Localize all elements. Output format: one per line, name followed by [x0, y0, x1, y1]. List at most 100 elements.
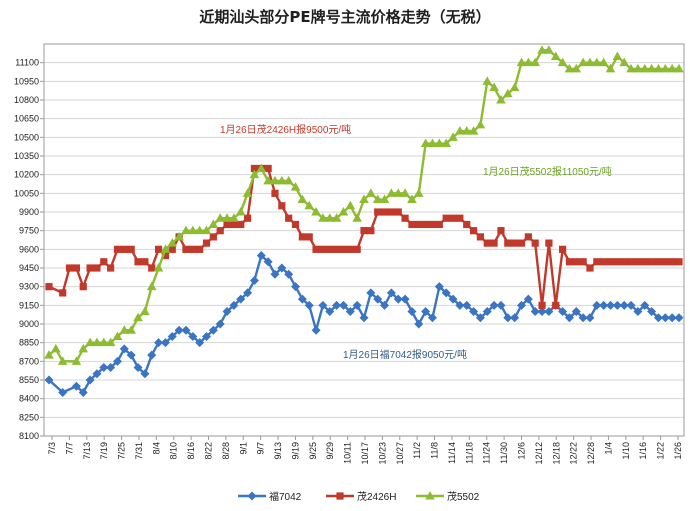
series-line — [48, 167, 679, 307]
data-point — [92, 369, 102, 379]
data-point — [593, 258, 601, 266]
y-tick-label: 8250 — [19, 412, 39, 422]
data-point — [585, 57, 595, 67]
data-point — [571, 63, 582, 73]
data-point — [510, 313, 520, 323]
x-tick-label: 8/4 — [151, 442, 161, 455]
data-point — [373, 294, 383, 304]
y-tick-label: 9300 — [19, 282, 39, 292]
data-point — [86, 264, 94, 272]
data-point — [612, 51, 623, 60]
data-point — [455, 126, 465, 135]
y-tick-label: 9600 — [19, 244, 39, 254]
data-point — [352, 300, 362, 310]
data-point — [236, 294, 246, 304]
x-tick-label: 7/13 — [82, 442, 92, 460]
data-point — [407, 307, 417, 317]
data-point — [421, 307, 431, 317]
data-point — [100, 258, 108, 266]
y-tick-label: 9900 — [19, 207, 39, 217]
data-point — [65, 264, 74, 272]
data-point — [249, 169, 260, 179]
data-point — [318, 213, 328, 222]
data-point — [359, 194, 369, 204]
data-point — [660, 63, 671, 73]
data-point — [141, 258, 149, 266]
data-point — [71, 381, 81, 391]
data-point — [490, 239, 498, 247]
x-tick-label: 8/16 — [186, 442, 196, 460]
data-point — [434, 138, 445, 148]
data-point — [331, 213, 342, 222]
x-tick-label: 10/17 — [360, 442, 370, 465]
data-point — [482, 76, 493, 85]
data-point — [312, 245, 320, 253]
x-tick-label: 7/3 — [47, 442, 57, 455]
data-point — [413, 188, 424, 197]
data-point — [366, 188, 376, 197]
data-point — [564, 313, 574, 323]
data-point — [208, 325, 218, 335]
data-point — [523, 57, 534, 67]
data-point — [379, 194, 390, 204]
legend-marker — [425, 491, 435, 500]
legend-label: 福7042 — [269, 490, 302, 503]
data-point — [153, 263, 164, 272]
series-group — [44, 45, 684, 397]
data-point — [318, 300, 328, 310]
data-point — [372, 194, 383, 204]
x-tick-label: 12/18 — [551, 442, 561, 465]
data-point — [619, 57, 630, 67]
data-point — [400, 188, 410, 197]
data-point — [140, 306, 150, 316]
legend-label: 茂5502 — [447, 490, 480, 503]
data-point — [648, 258, 656, 266]
data-point — [181, 325, 191, 335]
data-point — [647, 307, 657, 317]
data-point — [511, 239, 519, 247]
data-point — [45, 283, 53, 291]
data-point — [284, 269, 294, 279]
data-point — [468, 126, 479, 135]
data-point — [311, 207, 321, 216]
y-axis: 8100 8250 8400 8550 8700 8850 9000 9150 9300 9450… — [14, 58, 44, 441]
data-point — [242, 188, 253, 197]
data-point — [120, 245, 128, 253]
data-point — [626, 63, 636, 73]
data-point — [634, 258, 642, 266]
data-point — [202, 331, 211, 341]
data-point — [285, 214, 293, 222]
data-point — [72, 264, 80, 272]
data-point — [558, 307, 568, 317]
data-point — [475, 313, 485, 323]
data-point — [517, 300, 526, 310]
data-point — [59, 289, 67, 297]
plot-area-border — [43, 43, 685, 437]
data-point — [140, 369, 150, 379]
data-point — [353, 245, 361, 253]
x-tick-label: 10/23 — [377, 442, 387, 465]
data-point — [558, 245, 567, 253]
x-tick-label: 9/13 — [273, 442, 283, 460]
data-point — [305, 233, 313, 241]
y-tick-label: 8700 — [19, 356, 39, 366]
data-point — [230, 220, 238, 229]
data-point — [564, 63, 575, 73]
data-point — [579, 258, 587, 266]
data-point — [422, 220, 430, 229]
x-tick-label: 1/22 — [656, 442, 666, 460]
data-point — [599, 300, 609, 310]
data-point — [44, 375, 54, 385]
y-tick-label: 10050 — [14, 188, 39, 198]
data-point — [667, 313, 677, 323]
data-point — [653, 313, 663, 323]
data-point — [99, 363, 109, 373]
data-point — [408, 220, 416, 229]
data-point — [216, 227, 224, 235]
x-tick-label: 9/1 — [238, 442, 248, 455]
data-point — [415, 220, 423, 229]
data-point — [523, 294, 533, 304]
data-point — [98, 337, 109, 347]
x-axis: 7/3 7/7 7/13 7/19 7/25 7/31 8/4 8/10 8/16 8/22 8/2… — [47, 436, 683, 465]
data-point — [291, 282, 301, 292]
